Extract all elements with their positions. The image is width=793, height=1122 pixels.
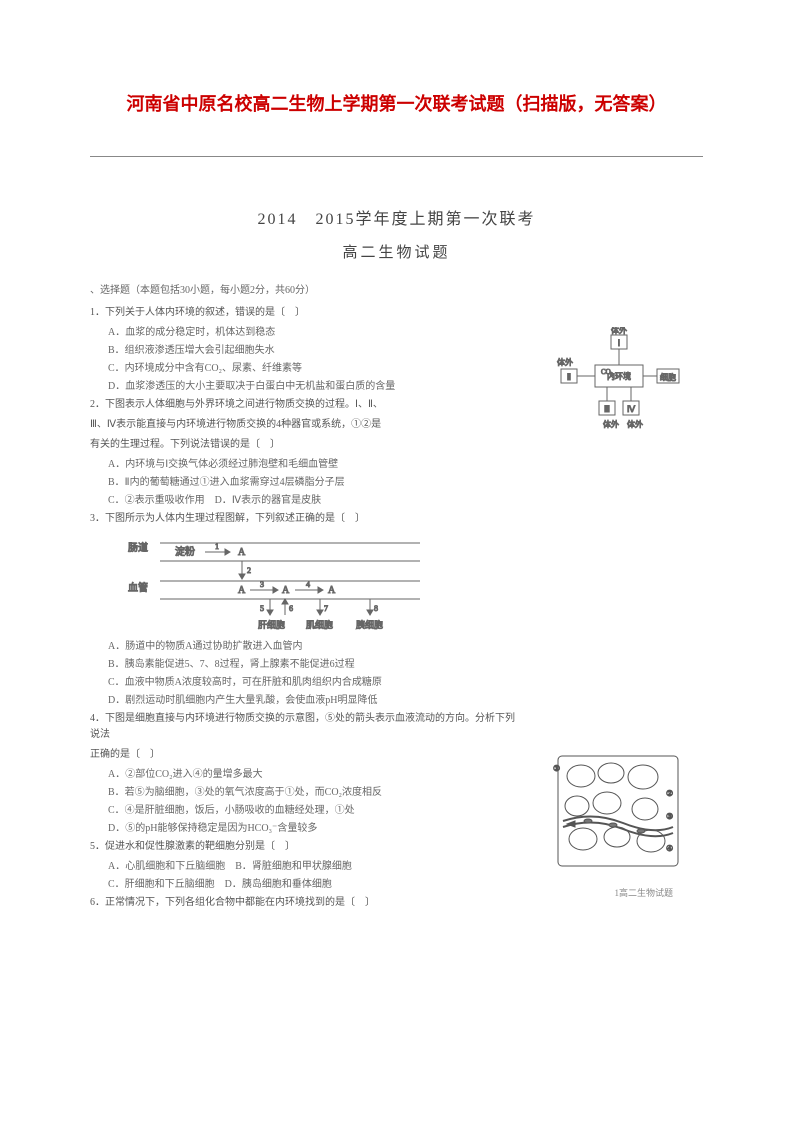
page-title: 河南省中原名校高二生物上学期第一次联考试题（扫描版，无答案） <box>0 0 793 156</box>
svg-text:5: 5 <box>260 604 264 613</box>
label-vessel: 血管 <box>128 581 148 594</box>
svg-text:A: A <box>328 585 336 596</box>
exam-header-line1: 2014 2015学年度上期第一次联考 <box>90 207 703 233</box>
question-2-line2: Ⅲ、Ⅳ表示能直接与内环境进行物质交换的4种器官或系统，①②是 <box>90 417 520 433</box>
label-muscle: 肌细胞 <box>306 619 333 630</box>
label-IV: Ⅳ <box>627 404 636 414</box>
label-top: 体外 <box>611 327 627 335</box>
arrow-2: 2 <box>247 566 251 575</box>
svg-text:8: 8 <box>374 604 378 613</box>
q3-opt-c: C．血液中物质A浓度较高时，可在肝脏和肌肉组织内合成糖原 <box>90 675 703 691</box>
question-2-stem: 2．下图表示人体细胞与外界环境之间进行物质交换的过程。Ⅰ、Ⅱ、 <box>90 397 520 413</box>
svg-text:7: 7 <box>324 604 328 613</box>
label-intestine: 肠道 <box>128 541 148 554</box>
q3-opt-a: A．肠道中的物质A通过协助扩散进入血管内 <box>90 639 703 655</box>
question-4-line2: 正确的是〔 〕 <box>90 747 520 763</box>
label-right: 细胞 <box>660 372 676 382</box>
svg-text:④: ④ <box>666 844 673 853</box>
arrow-1: 1 <box>215 542 219 551</box>
q3-opt-d: D．剧烈运动时肌细胞内产生大量乳酸，会使血液pH明显降低 <box>90 693 703 709</box>
q2-opt-a: A．内环境与Ⅰ交换气体必须经过肺泡壁和毛细血管壁 <box>90 457 538 473</box>
svg-text:①: ① <box>553 764 560 773</box>
label-III: Ⅲ <box>604 404 610 414</box>
question-6-stem: 6．正常情况下，下列各组化合物中都能在内环境找到的是〔 〕 <box>90 895 520 911</box>
label-br: 体外 <box>627 419 643 429</box>
question-5-stem: 5．促进水和促性腺激素的靶细胞分别是〔 〕 <box>90 839 520 855</box>
q4-opt-a: A．②部位CO₂进入④的量增多最大 <box>90 767 538 783</box>
q2-opt-c: C．②表示重吸收作用 D．Ⅳ表示的器官是皮肤 <box>90 493 538 509</box>
section-instructions: 、选择题（本题包括30小题，每小题2分，共60分） <box>90 283 703 299</box>
svg-text:6: 6 <box>289 604 293 613</box>
label-bl: 体外 <box>603 419 619 429</box>
q2-opt-b: B．Ⅱ内的葡萄糖通过①进入血浆需穿过4层磷脂分子层 <box>90 475 538 491</box>
svg-text:4: 4 <box>306 580 310 589</box>
diagram-tissue-cells: ① ② ③ ④ <box>553 751 683 871</box>
svg-text:A: A <box>238 547 246 558</box>
svg-text:A: A <box>238 585 246 596</box>
question-2-line3: 有关的生理过程。下列说法错误的是〔 〕 <box>90 437 520 453</box>
page-footer: 1高二生物试题 <box>614 886 673 900</box>
svg-text:②: ② <box>666 789 673 798</box>
q4-opt-b: B．若⑤为脑细胞，③处的氧气浓度高于①处，而CO₂浓度相反 <box>90 785 538 801</box>
svg-text:3: 3 <box>260 580 264 589</box>
label-pancreas: 胰细胞 <box>356 619 383 630</box>
q5-opt-c: C．肝细胞和下丘脑细胞 D．胰岛细胞和垂体细胞 <box>90 877 538 893</box>
label-left: 体外 <box>557 357 573 367</box>
label-liver: 肝细胞 <box>258 619 285 630</box>
svg-text:A: A <box>282 585 290 596</box>
question-3-stem: 3．下图所示为人体内生理过程图解，下列叙述正确的是〔 〕 <box>90 511 703 527</box>
label-co2: CO₂ <box>601 368 614 376</box>
exam-header-line2: 高二生物试题 <box>90 241 703 265</box>
label-starch: 淀粉 <box>175 545 195 558</box>
q3-opt-b: B．胰岛素能促进5、7、8过程，肾上腺素不能促进6过程 <box>90 657 703 673</box>
diagram-organ-systems: Ⅰ 体外 内环境 CO₂ Ⅱ 体外 细胞 Ⅲ Ⅳ 体外 体外 <box>553 327 683 437</box>
label-II: Ⅱ <box>567 372 571 382</box>
svg-text:③: ③ <box>666 812 673 821</box>
question-1-stem: 1．下列关于人体内环境的叙述，错误的是〔 〕 <box>90 305 703 321</box>
q4-opt-d: D．⑤的pH能够保持稳定是因为HCO₃⁻含量较多 <box>90 821 538 837</box>
q5-opt-a: A．心肌细胞和下丘脑细胞 B．肾脏细胞和甲状腺细胞 <box>90 859 538 875</box>
diagram-digestion-flow: 肠道 血管 淀粉 1 A 2 A 3 A 4 A 5 6 <box>120 533 440 633</box>
scanned-exam-page: 2014 2015学年度上期第一次联考 高二生物试题 、选择题（本题包括30小题… <box>90 156 703 911</box>
label-I: Ⅰ <box>618 338 621 348</box>
question-4-stem: 4．下图是细胞直接与内环境进行物质交换的示意图，⑤处的箭头表示血液流动的方向。分… <box>90 711 520 743</box>
q4-opt-c: C．④是肝脏细胞，饭后，小肠吸收的血糖经处理，①处 <box>90 803 538 819</box>
